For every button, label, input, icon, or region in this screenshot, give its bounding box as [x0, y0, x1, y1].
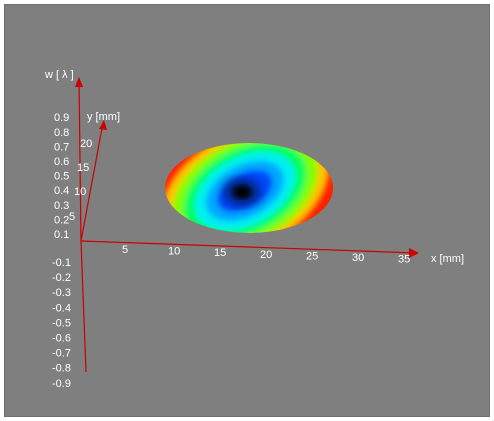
w-tick-label: 0.5: [54, 171, 69, 183]
w-tick-label: -0.9: [52, 378, 71, 390]
axes-group: [75, 77, 419, 373]
w-axis-arrowhead: [75, 77, 83, 87]
w-tick-label: 0.6: [54, 156, 69, 168]
w-tick-label: 0.9: [54, 112, 69, 124]
w-tick-label: 0.2: [54, 214, 69, 226]
w-tick-label: 0.7: [54, 141, 69, 153]
w-tick-label: -0.3: [52, 287, 71, 299]
y-tick-label: 20: [80, 138, 92, 150]
w-axis-line-upper: [78, 77, 82, 242]
x-axis-label: x [mm]: [431, 253, 464, 265]
w-tick-label: 0.8: [54, 127, 69, 139]
plot-viewport[interactable]: w [ λ ] y [mm] x [mm] 0.1 0.2 0.3 0.4 0.5 0.6…: [4, 4, 490, 417]
w-axis-ticks: 0.1 0.2 0.3 0.4 0.5 0.6 0.7 0.8 0.9 -0.1 -0.2 -0.3 -…: [52, 112, 71, 390]
y-tick-label: 15: [77, 162, 89, 174]
x-tick-label: 35: [398, 254, 410, 266]
x-axis-arrowhead: [409, 248, 419, 258]
x-tick-label: 20: [260, 249, 272, 261]
x-axis-ticks: 5 10 15 20 25 30 35: [122, 244, 410, 266]
x-tick-label: 30: [352, 252, 364, 264]
w-tick-label: 0.1: [54, 229, 69, 241]
y-axis-ticks: 5 10 15 20: [69, 138, 92, 223]
w-tick-label: -0.6: [52, 333, 71, 345]
y-axis-arrowhead: [99, 120, 107, 130]
w-tick-label: -0.1: [52, 257, 71, 269]
w-tick-label: 0.4: [54, 185, 69, 197]
w-axis-line: [80, 240, 87, 373]
y-tick-label: 5: [69, 211, 75, 223]
w-tick-label: -0.5: [52, 317, 71, 329]
y-axis-line: [80, 122, 104, 242]
y-tick-label: 10: [74, 186, 86, 198]
w-tick-label: -0.8: [52, 363, 71, 375]
w-tick-label: -0.7: [52, 348, 71, 360]
surface-plot: w [ λ ] y [mm] x [mm] 0.1 0.2 0.3 0.4 0.5 0.6…: [44, 69, 464, 390]
y-axis-label: y [mm]: [87, 111, 120, 123]
w-tick-label: -0.2: [52, 272, 71, 284]
w-axis-label: w [ λ ]: [44, 69, 74, 81]
x-tick-label: 10: [168, 246, 180, 258]
x-axis-line: [80, 240, 417, 254]
w-tick-label: 0.3: [54, 200, 69, 212]
x-tick-label: 25: [306, 250, 318, 262]
x-tick-label: 5: [122, 244, 128, 256]
x-tick-label: 15: [214, 247, 226, 259]
wavefront-surface: [165, 143, 333, 233]
w-tick-label: -0.4: [52, 302, 71, 314]
